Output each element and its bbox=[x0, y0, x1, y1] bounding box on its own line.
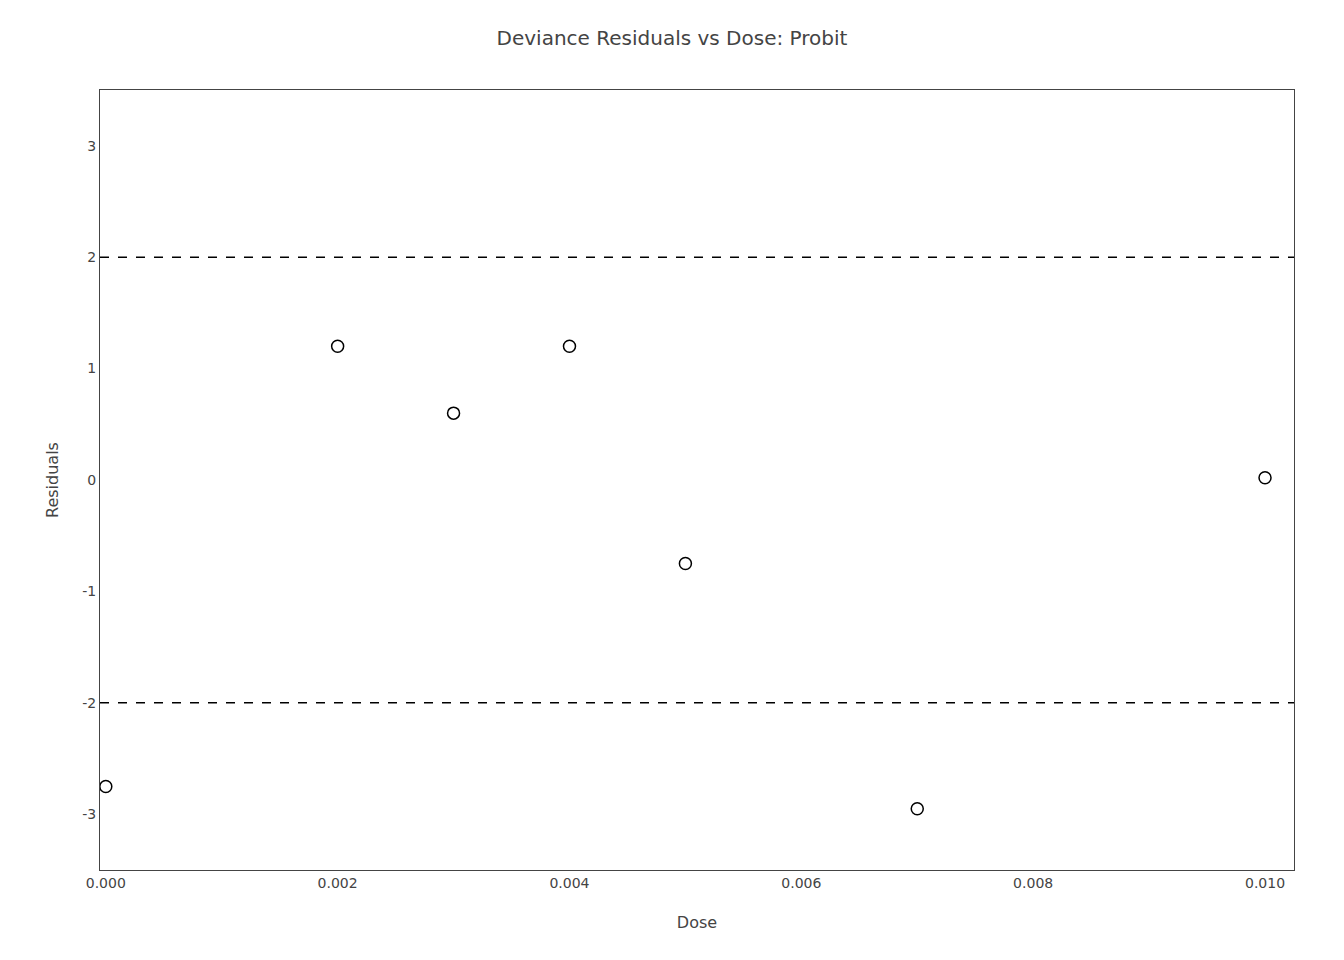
svg-text:-3: -3 bbox=[82, 806, 96, 822]
svg-text:0.010: 0.010 bbox=[1245, 875, 1285, 891]
svg-text:Dose: Dose bbox=[677, 913, 717, 932]
svg-text:0.006: 0.006 bbox=[781, 875, 821, 891]
svg-text:0.000: 0.000 bbox=[86, 875, 126, 891]
svg-text:Residuals: Residuals bbox=[43, 442, 62, 518]
svg-text:0.004: 0.004 bbox=[549, 875, 589, 891]
svg-text:3: 3 bbox=[87, 138, 96, 154]
svg-text:0.002: 0.002 bbox=[318, 875, 358, 891]
svg-text:-2: -2 bbox=[82, 695, 96, 711]
svg-text:1: 1 bbox=[87, 360, 96, 376]
svg-text:-1: -1 bbox=[82, 583, 96, 599]
svg-text:0.008: 0.008 bbox=[1013, 875, 1053, 891]
svg-text:2: 2 bbox=[87, 249, 96, 265]
svg-text:Deviance Residuals vs Dose: Pr: Deviance Residuals vs Dose: Probit bbox=[497, 26, 848, 50]
svg-text:0: 0 bbox=[87, 472, 96, 488]
